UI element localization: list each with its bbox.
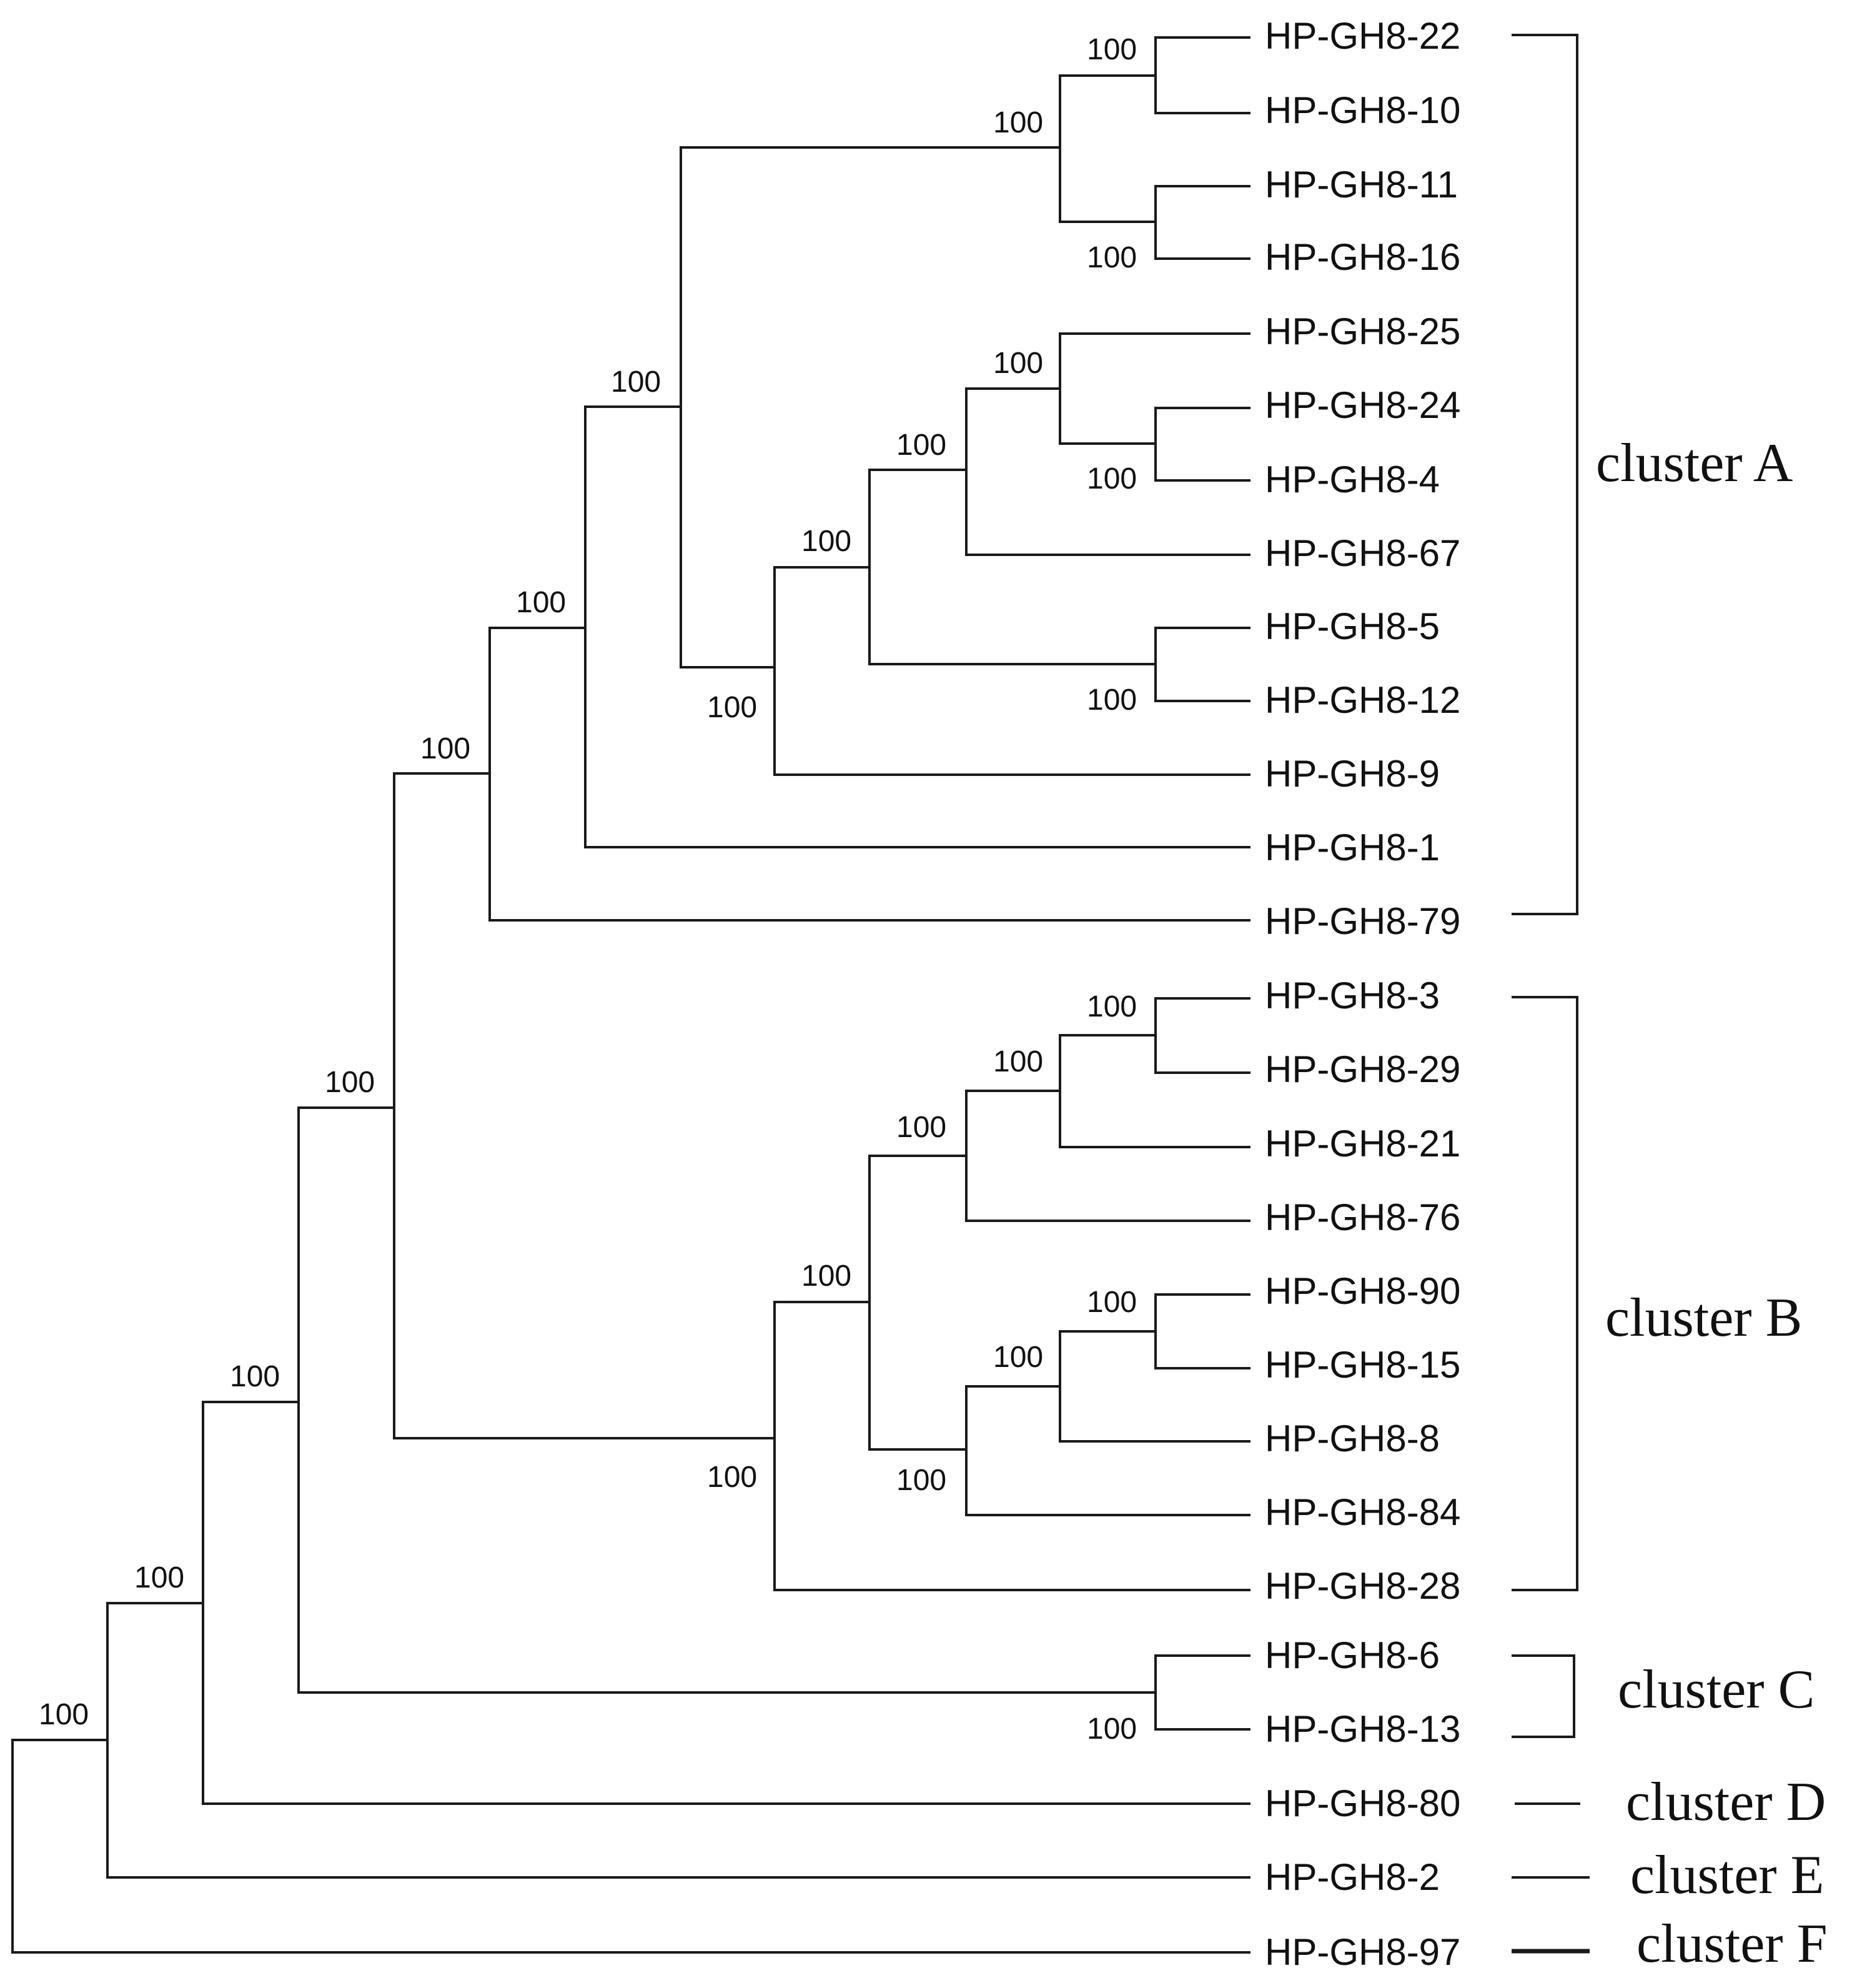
- leaf-label: HP-GH8-29: [1265, 1048, 1460, 1090]
- leaf-label: HP-GH8-28: [1265, 1565, 1460, 1607]
- leaf-label: HP-GH8-10: [1265, 89, 1460, 131]
- leaf-label: HP-GH8-80: [1265, 1782, 1460, 1824]
- bootstrap-value: 100: [707, 1461, 757, 1494]
- bootstrap-value: 100: [420, 732, 470, 765]
- leaf-label: HP-GH8-25: [1265, 311, 1460, 352]
- bootstrap-value: 100: [611, 365, 661, 399]
- bootstrap-value: 100: [801, 525, 851, 558]
- leaf-label: HP-GH8-24: [1265, 384, 1460, 426]
- leaf-label: HP-GH8-84: [1265, 1491, 1460, 1533]
- bootstrap-value: 100: [134, 1561, 184, 1594]
- leaf-label: HP-GH8-22: [1265, 15, 1460, 57]
- leaf-label: HP-GH8-9: [1265, 753, 1440, 795]
- cluster-c-label: cluster C: [1618, 1659, 1815, 1720]
- leaf-label: HP-GH8-2: [1265, 1856, 1440, 1898]
- bootstrap-value: 100: [896, 1464, 946, 1497]
- leaf-label: HP-GH8-4: [1265, 459, 1440, 500]
- leaf-label: HP-GH8-8: [1265, 1418, 1440, 1459]
- bootstrap-value: 100: [993, 347, 1043, 380]
- bootstrap-value: 100: [1087, 1712, 1137, 1746]
- bootstrap-value: 100: [1087, 683, 1137, 717]
- bootstrap-value: 100: [1087, 462, 1137, 495]
- leaf-label: HP-GH8-21: [1265, 1123, 1460, 1165]
- bootstrap-value: 100: [993, 106, 1043, 139]
- cluster-f-label: cluster F: [1637, 1914, 1828, 1974]
- bootstrap-value: 100: [1087, 1286, 1137, 1319]
- leaf-label: HP-GH8-97: [1265, 1931, 1460, 1973]
- bootstrap-value: 100: [896, 429, 946, 462]
- cluster-b-bracket: [1512, 996, 1578, 1591]
- leaf-label: HP-GH8-12: [1265, 679, 1460, 721]
- bootstrap-value: 100: [39, 1698, 89, 1731]
- leaf-label: HP-GH8-16: [1265, 236, 1460, 278]
- cluster-a-bracket: [1512, 34, 1578, 915]
- bootstrap-value: 100: [325, 1066, 375, 1099]
- bootstrap-value: 100: [1087, 990, 1137, 1023]
- bootstrap-value: 100: [707, 691, 757, 724]
- leaf-label: HP-GH8-3: [1265, 975, 1440, 1016]
- cluster-c-bracket: [1512, 1654, 1575, 1738]
- tree-branches: [11, 36, 1250, 1954]
- leaf-label: HP-GH8-1: [1265, 827, 1440, 868]
- bootstrap-value: 100: [230, 1360, 280, 1393]
- cluster-labels: cluster A cluster B cluster C cluster D …: [1596, 433, 1828, 1974]
- cluster-b-label: cluster B: [1605, 1288, 1802, 1348]
- bootstrap-labels: 100 100 100 100 100 100 100 100 100 100 …: [39, 33, 1137, 1746]
- bootstrap-value: 100: [993, 1341, 1043, 1374]
- leaf-label: HP-GH8-15: [1265, 1344, 1460, 1386]
- bootstrap-value: 100: [801, 1260, 851, 1293]
- leaf-label: HP-GH8-6: [1265, 1634, 1440, 1676]
- cluster-a-label: cluster A: [1596, 433, 1793, 494]
- bootstrap-value: 100: [1087, 241, 1137, 274]
- cluster-e-label: cluster E: [1630, 1845, 1824, 1906]
- cluster-brackets: [1512, 34, 1590, 1954]
- leaf-label: HP-GH8-79: [1265, 900, 1460, 942]
- leaf-label: HP-GH8-5: [1265, 605, 1440, 647]
- leaf-labels: HP-GH8-22 HP-GH8-10 HP-GH8-11 HP-GH8-16 …: [1265, 15, 1460, 1973]
- leaf-label: HP-GH8-11: [1265, 164, 1458, 206]
- bootstrap-value: 100: [896, 1111, 946, 1144]
- leaf-label: HP-GH8-67: [1265, 532, 1460, 574]
- cluster-d-label: cluster D: [1626, 1772, 1826, 1832]
- bootstrap-value: 100: [1087, 33, 1137, 66]
- bootstrap-value: 100: [993, 1045, 1043, 1078]
- leaf-label: HP-GH8-76: [1265, 1196, 1460, 1238]
- leaf-label: HP-GH8-13: [1265, 1708, 1460, 1750]
- bootstrap-value: 100: [516, 586, 566, 619]
- leaf-label: HP-GH8-90: [1265, 1270, 1460, 1312]
